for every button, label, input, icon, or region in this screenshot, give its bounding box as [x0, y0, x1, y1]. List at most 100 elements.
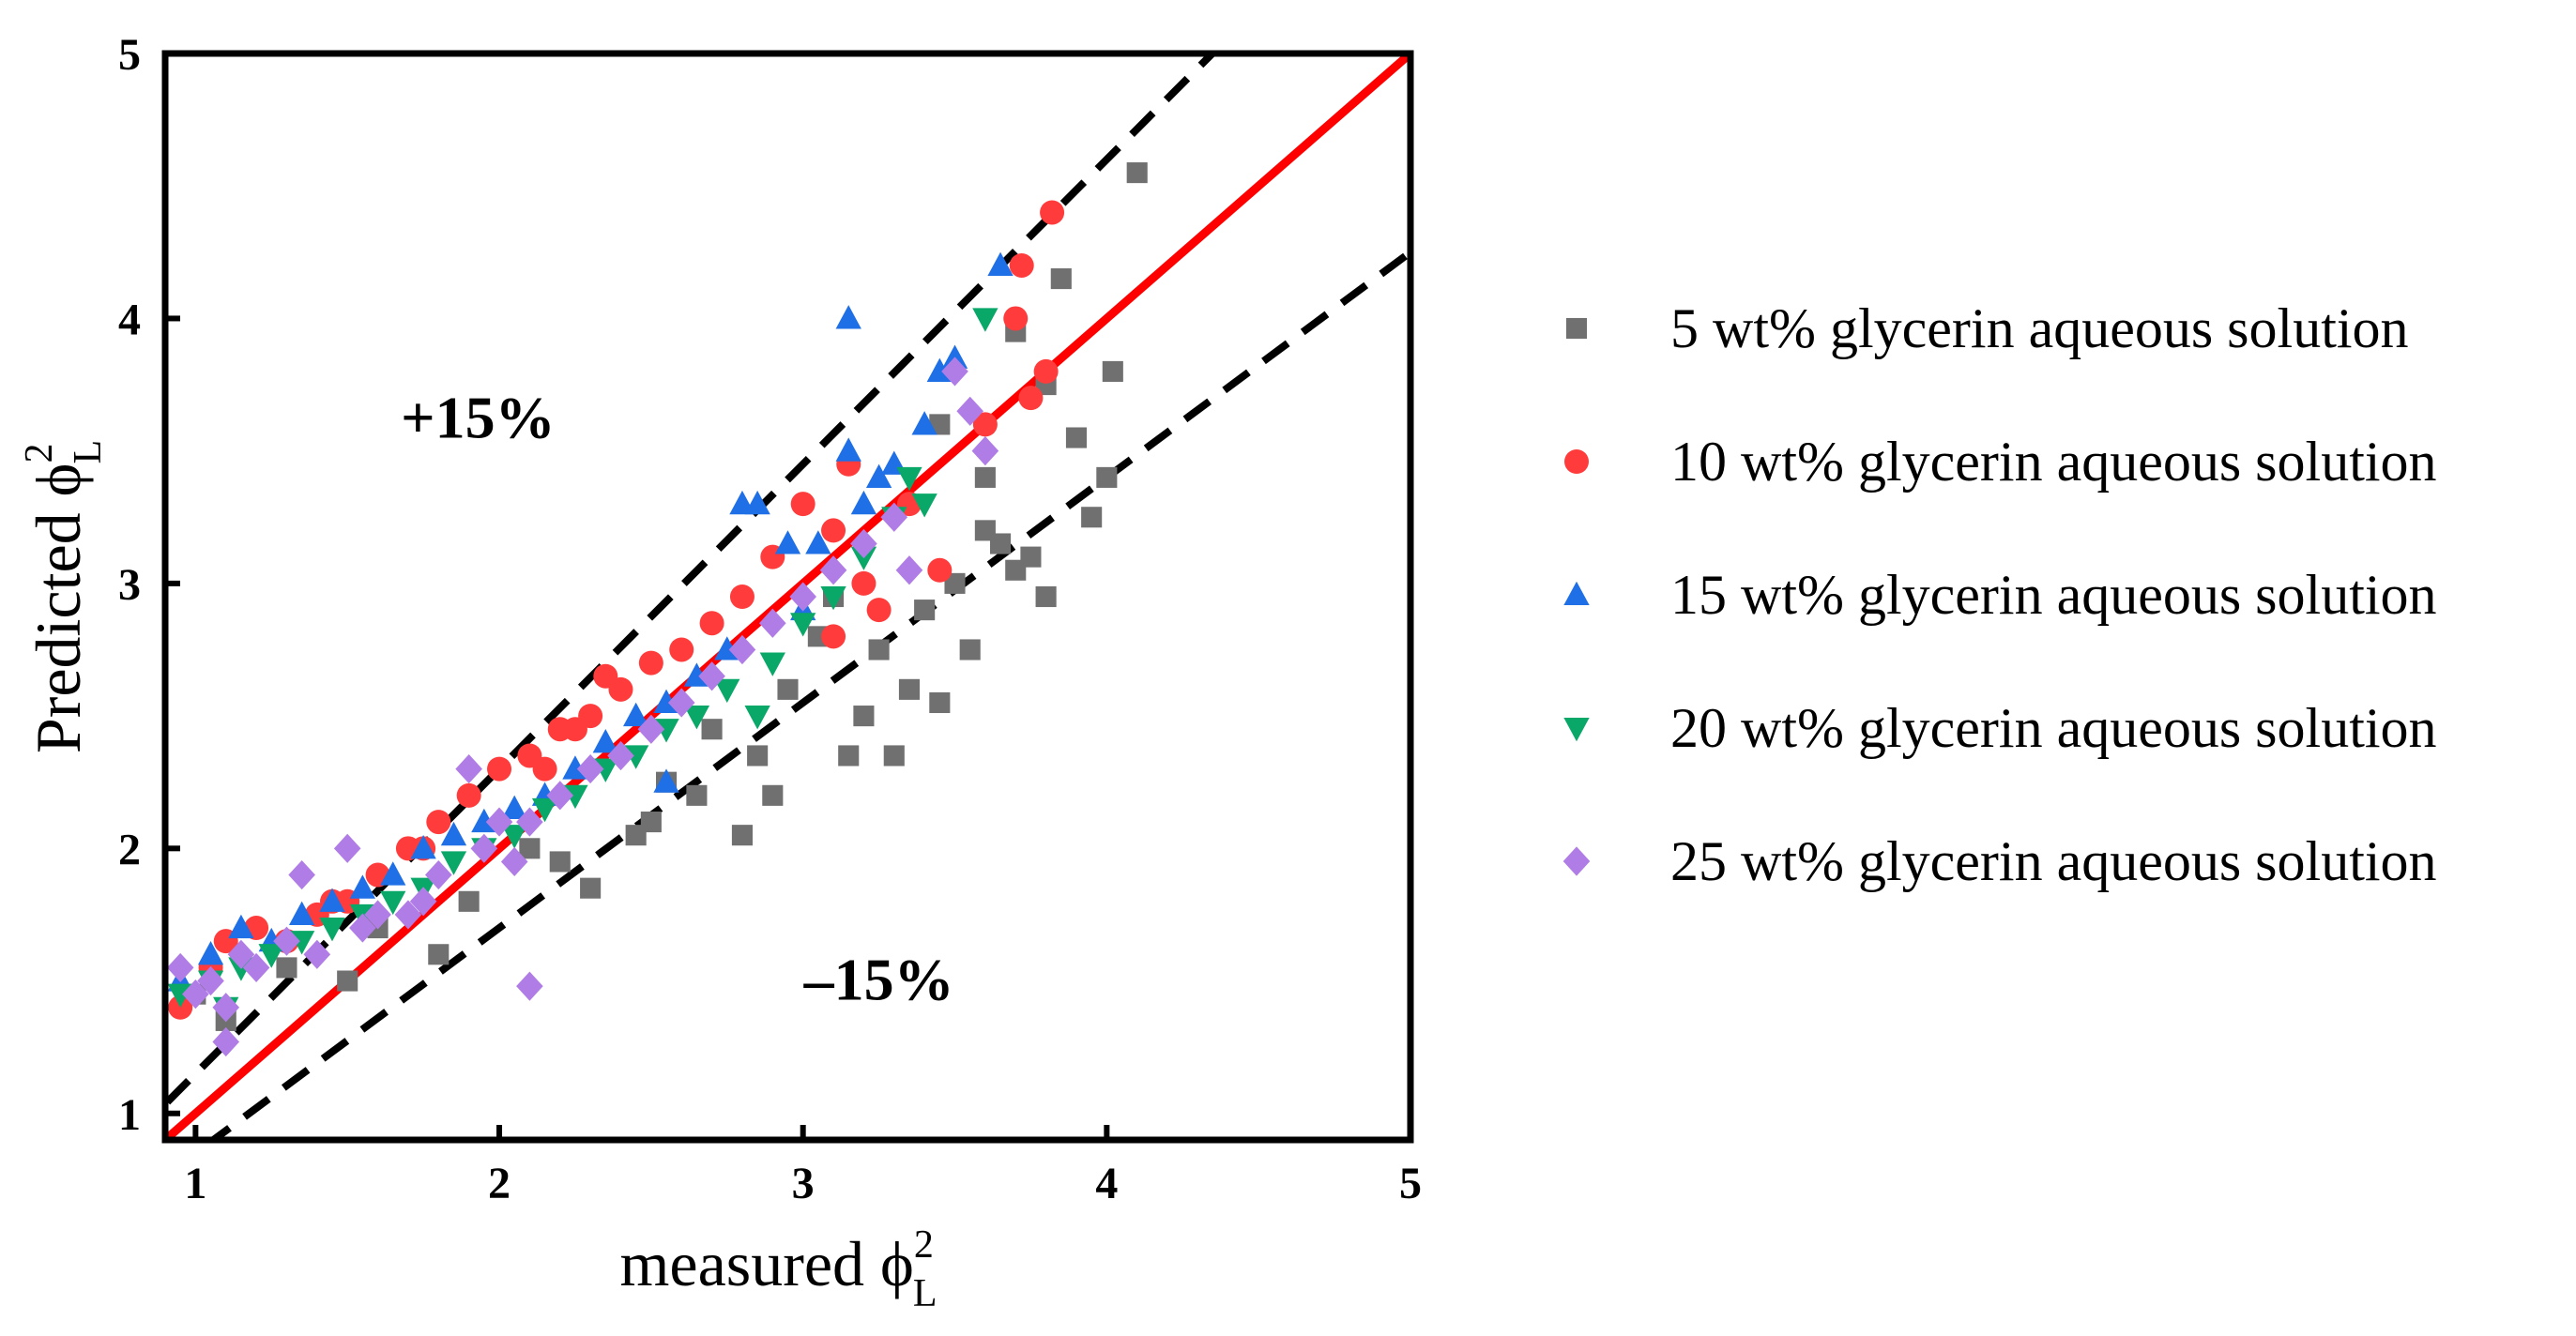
- data-point: [777, 678, 799, 700]
- data-point: [835, 305, 861, 329]
- legend-marker: [1564, 449, 1589, 474]
- data-point: [519, 838, 541, 859]
- data-point: [1018, 386, 1044, 411]
- data-point: [701, 719, 723, 740]
- x-tick-label: 1: [184, 1159, 206, 1208]
- data-point: [549, 851, 571, 873]
- data-point: [941, 357, 968, 387]
- legend-label: 25 wt% glycerin aqueous solution: [1670, 830, 2437, 892]
- data-point: [319, 888, 345, 912]
- data-point: [714, 678, 740, 704]
- data-point: [470, 833, 498, 863]
- data-point: [850, 528, 877, 559]
- data-point: [576, 753, 604, 784]
- data-point: [880, 502, 908, 532]
- data-point: [333, 833, 361, 863]
- data-point: [1081, 507, 1103, 528]
- series-5: [166, 357, 999, 1057]
- annotation-label: +15%: [401, 385, 555, 451]
- legend-item: 20 wt% glycerin aqueous solution: [1563, 697, 2437, 759]
- data-point: [820, 585, 846, 611]
- data-point: [1126, 162, 1148, 184]
- data-point: [698, 661, 725, 691]
- plus-15-line: [165, 53, 1218, 1110]
- data-point: [850, 490, 877, 515]
- y-tick-label: 1: [118, 1090, 141, 1140]
- y-tick-label: 5: [118, 30, 141, 80]
- x-axis-title-group: measured ϕ2 L: [620, 1223, 937, 1315]
- data-point: [911, 493, 937, 518]
- data-point: [592, 729, 618, 753]
- data-point: [546, 781, 574, 811]
- data-point: [380, 890, 406, 916]
- plot-frame: [161, 50, 1414, 1144]
- y-tick-label: 4: [118, 295, 141, 344]
- data-point: [683, 706, 710, 730]
- data-point: [838, 745, 860, 767]
- data-point: [896, 466, 922, 492]
- data-point: [1102, 360, 1123, 382]
- legend: 5 wt% glycerin aqueous solution 10 wt% gl…: [1562, 297, 2437, 892]
- data-point: [972, 308, 998, 332]
- data-point: [790, 613, 816, 637]
- data-point: [607, 740, 634, 771]
- data-point: [819, 555, 847, 585]
- data-point: [747, 745, 769, 767]
- data-point: [669, 637, 694, 662]
- data-point: [516, 971, 543, 1001]
- legend-item: 5 wt% glycerin aqueous solution: [1565, 297, 2409, 359]
- x-tick-label: 5: [1399, 1159, 1422, 1208]
- data-point: [914, 600, 936, 621]
- data-point: [394, 900, 422, 930]
- data-point: [487, 756, 512, 782]
- data-point: [699, 611, 724, 636]
- data-point: [883, 745, 905, 767]
- data-point: [821, 518, 846, 543]
- data-point: [686, 784, 708, 806]
- data-point: [1040, 200, 1065, 225]
- data-point: [424, 859, 452, 890]
- data-point: [895, 555, 923, 585]
- data-point: [623, 702, 649, 727]
- data-point: [440, 821, 467, 846]
- x-axis-title: measured ϕ2 L: [620, 1223, 937, 1315]
- data-point: [258, 944, 284, 968]
- legend-label: 20 wt% glycerin aqueous solution: [1670, 697, 2437, 759]
- data-point: [640, 812, 662, 833]
- data-point: [593, 663, 618, 689]
- data-point: [762, 784, 784, 806]
- data-point: [242, 952, 270, 983]
- data-point: [458, 890, 480, 912]
- legend-marker: [1563, 717, 1590, 742]
- data-point: [990, 533, 1012, 554]
- data-point: [759, 652, 785, 676]
- data-point: [821, 624, 846, 649]
- data-point: [744, 490, 770, 515]
- data-point: [410, 835, 436, 859]
- data-point: [440, 851, 467, 875]
- data-point: [835, 437, 861, 462]
- series-4: [167, 308, 998, 1022]
- y-axis-title: Predicted ϕ2 L: [18, 440, 110, 753]
- legend-marker: [1562, 846, 1591, 876]
- data-point: [1050, 268, 1072, 290]
- data-point: [303, 939, 331, 969]
- legend-item: 25 wt% glycerin aqueous solution: [1562, 830, 2437, 892]
- data-point: [337, 970, 358, 992]
- data-point: [531, 797, 558, 823]
- data-point: [428, 944, 450, 965]
- data-point: [273, 926, 300, 956]
- data-point: [456, 782, 481, 808]
- data-point: [212, 1026, 240, 1057]
- legend-item: 10 wt% glycerin aqueous solution: [1564, 431, 2437, 493]
- data-point: [638, 650, 663, 676]
- data-point: [868, 639, 890, 660]
- data-point: [485, 807, 513, 837]
- data-point: [1003, 306, 1029, 331]
- data-point: [409, 887, 437, 917]
- data-point: [562, 717, 587, 742]
- data-point: [759, 608, 786, 638]
- data-point: [349, 913, 376, 943]
